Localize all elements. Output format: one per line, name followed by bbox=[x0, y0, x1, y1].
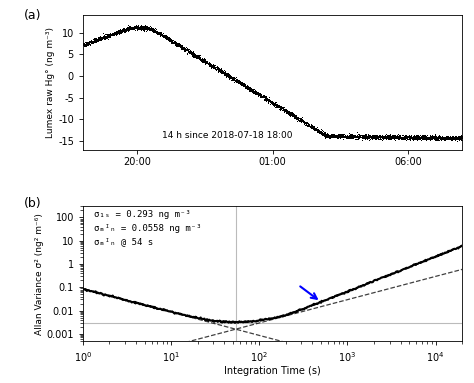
Text: σ₁ₛ = 0.293 ng m⁻³
σₘᴵₙ = 0.0558 ng m⁻³
σₘᴵₙ @ 54 s: σ₁ₛ = 0.293 ng m⁻³ σₘᴵₙ = 0.0558 ng m⁻³ … bbox=[94, 210, 202, 246]
Y-axis label: Lumex raw Hg° (ng m⁻³): Lumex raw Hg° (ng m⁻³) bbox=[46, 27, 55, 138]
Y-axis label: Allan Variance σ² (ng² m⁻⁶): Allan Variance σ² (ng² m⁻⁶) bbox=[35, 213, 44, 334]
X-axis label: Integration Time (s): Integration Time (s) bbox=[224, 367, 321, 376]
Text: 14 h since 2018-07-18 18:00: 14 h since 2018-07-18 18:00 bbox=[162, 131, 292, 141]
Text: (a): (a) bbox=[24, 8, 42, 21]
Text: (b): (b) bbox=[24, 197, 42, 210]
